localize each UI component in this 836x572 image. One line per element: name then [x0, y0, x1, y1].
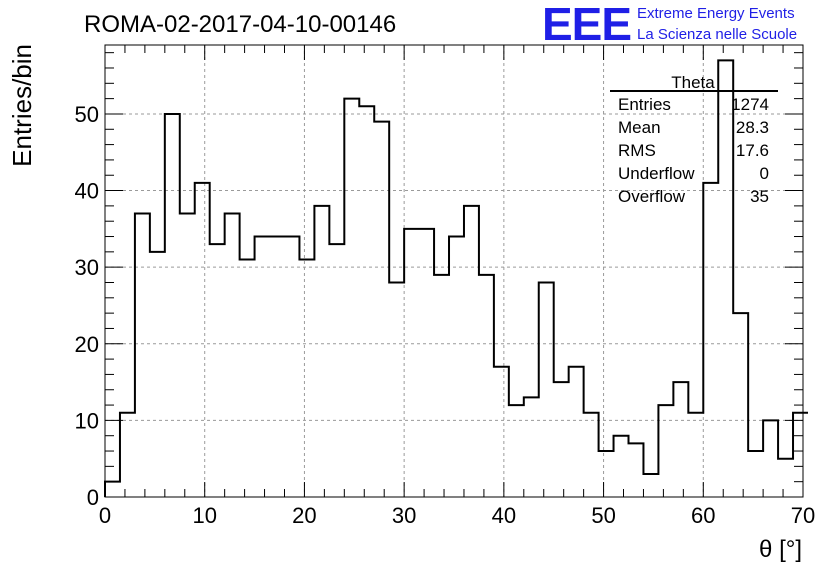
x-tick-label: 40: [492, 503, 516, 528]
eee-logo: EEE Extreme Energy Events La Scienza nel…: [542, 0, 797, 50]
y-tick-label: 50: [75, 102, 99, 127]
stats-value: 17.6: [736, 141, 769, 160]
stats-value: 28.3: [736, 118, 769, 137]
y-tick-label: 0: [87, 485, 99, 510]
x-tick-label: 30: [392, 503, 416, 528]
stats-label: Underflow: [618, 164, 695, 183]
x-tick-label: 20: [292, 503, 316, 528]
logo-line2: La Scienza nelle Scuole: [637, 26, 797, 43]
grid-lines: [105, 45, 803, 497]
stats-value: 0: [760, 164, 769, 183]
stats-label: Overflow: [618, 187, 686, 206]
y-tick-label: 10: [75, 408, 99, 433]
stats-label: Entries: [618, 95, 671, 114]
x-tick-label: 70: [791, 503, 815, 528]
logo-letters: EEE: [542, 0, 631, 50]
x-tick-label: 50: [591, 503, 615, 528]
x-tick-label: 10: [192, 503, 216, 528]
y-tick-label: 40: [75, 179, 99, 204]
x-tick-labels: 0 10 20 30 40 50 60 70: [99, 503, 815, 528]
y-axis-label: Entries/bin: [7, 44, 37, 167]
stats-value: 1274: [731, 95, 769, 114]
x-tick-label: 0: [99, 503, 111, 528]
y-tick-label: 20: [75, 332, 99, 357]
y-tick-label: 30: [75, 255, 99, 280]
x-tick-label: 60: [691, 503, 715, 528]
histogram-series: [104, 59, 808, 497]
y-tick-labels: 0 10 20 30 40 50: [75, 102, 99, 510]
stats-label: RMS: [618, 141, 656, 160]
chart-title: ROMA-02-2017-04-10-00146: [84, 11, 396, 38]
axis-ticks: [104, 45, 804, 498]
stats-value: 35: [750, 187, 769, 206]
x-axis-label: θ [°]: [759, 536, 802, 563]
stats-label: Mean: [618, 118, 661, 137]
logo-line1: Extreme Energy Events: [637, 5, 795, 22]
stats-rows: Entries 1274 Mean 28.3 RMS 17.6 Underflow 0 Over…: [618, 95, 769, 206]
plot-frame: [104, 44, 804, 498]
stats-title: Theta: [671, 73, 715, 92]
stats-box: Theta Entries 1274 Mean 28.3 RMS 17.6 Underflo…: [610, 73, 778, 206]
